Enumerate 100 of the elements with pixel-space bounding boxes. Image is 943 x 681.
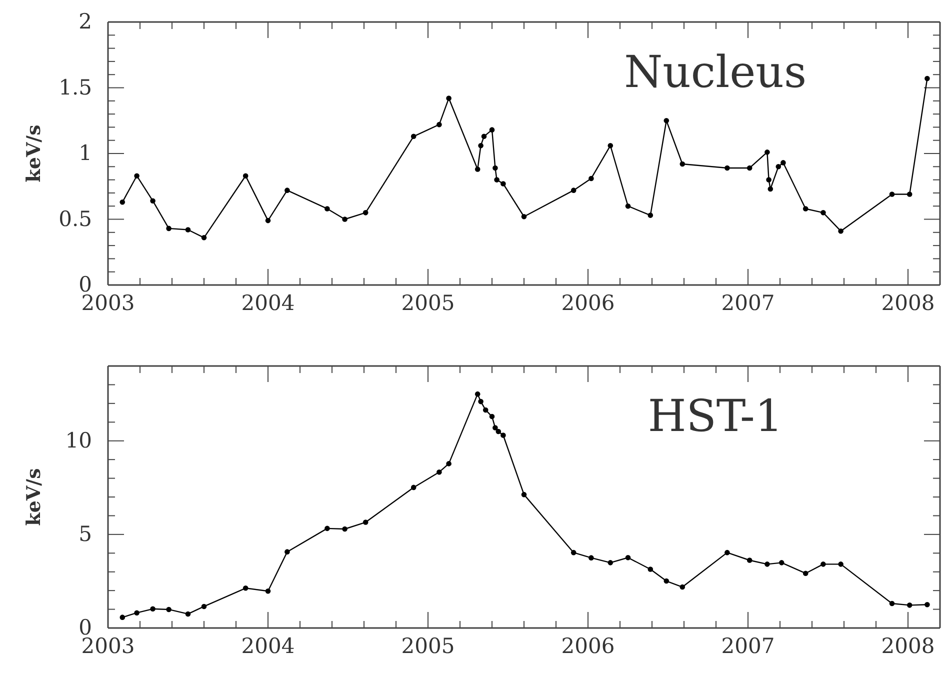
point [474,391,480,397]
point [436,122,442,128]
point [746,165,752,171]
x-tick-label: 2006 [561,634,615,658]
point [494,177,500,182]
point [680,161,686,167]
point [764,562,770,567]
point [820,210,826,216]
point [648,566,654,572]
x-tick-label: 2005 [401,634,455,658]
point [482,407,488,413]
point [265,218,271,224]
point [570,550,576,556]
point [776,164,782,170]
point [120,200,126,205]
point [625,554,631,560]
point [838,228,844,234]
point [802,206,808,212]
point [768,186,774,192]
point [446,461,452,466]
point [446,96,452,101]
point [802,570,808,576]
point [342,526,348,532]
point [766,177,772,182]
point [764,150,770,155]
point [500,181,506,186]
point [134,610,140,616]
point [588,555,594,560]
y-axis-title: keV/s [23,468,45,526]
point [410,134,416,140]
x-tick-label: 2005 [401,290,455,315]
point [166,226,172,232]
point [166,606,172,612]
point [284,549,290,554]
point [608,142,614,148]
x-tick-label: 2004 [241,634,295,658]
point [324,206,330,212]
y-tick-label: 1.5 [58,75,92,100]
point [201,235,207,240]
point [492,425,498,430]
point [608,560,614,566]
point [906,602,912,608]
point [496,428,502,434]
x-tick-label: 2003 [81,634,135,658]
point [838,562,844,567]
point [489,127,495,132]
y-axis-title: keV/s [23,124,45,182]
point [284,188,290,193]
point [664,118,670,124]
point [521,492,527,498]
x-tick-label: 2004 [241,290,295,315]
point [489,414,495,420]
point [410,484,416,490]
point [134,173,140,178]
point [185,611,191,617]
y-tick-label: 2 [78,10,92,34]
x-tick-label: 2007 [721,634,775,658]
point [324,526,330,532]
point [680,584,686,590]
y-tick-label: 0.5 [58,206,92,231]
point [185,227,191,232]
point [362,210,368,216]
point [500,432,506,438]
point [521,214,527,220]
point [242,173,248,178]
point [478,398,484,404]
point [265,588,271,594]
point [201,604,207,610]
point [664,578,670,584]
point [924,602,930,608]
point [342,216,348,222]
y-tick-label: 5 [78,522,92,546]
point [778,560,784,566]
point [625,203,631,209]
y-tick-label: 10 [65,428,92,453]
point [436,469,442,475]
x-tick-label: 2008 [881,290,935,315]
x-tick-label: 2006 [561,290,615,315]
point [724,165,730,171]
point [820,562,826,567]
x-tick-label: 2007 [721,290,775,315]
point [648,212,654,218]
text: HST-1 [648,391,783,442]
point [362,520,368,525]
x-tick-label: 2008 [881,634,935,658]
point [478,142,484,148]
text: Nucleus [624,47,807,98]
point [746,558,752,563]
point [481,134,487,140]
point [150,198,156,204]
point [924,76,930,82]
point [150,606,156,612]
point [242,586,248,591]
point [492,165,498,171]
x-tick-label: 2003 [81,290,135,315]
point [724,550,730,556]
point [889,600,895,606]
point [889,192,895,197]
point [588,176,594,182]
point [570,188,576,193]
